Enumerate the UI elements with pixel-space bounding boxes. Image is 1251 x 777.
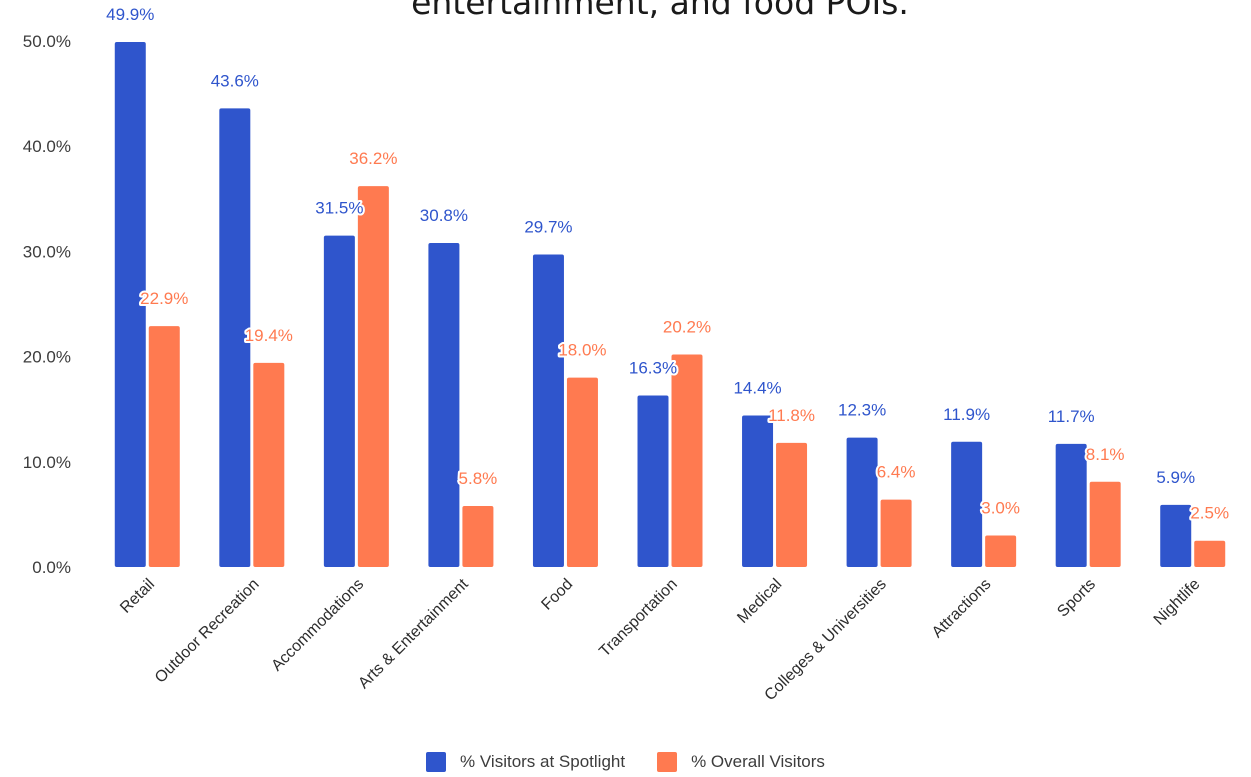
data-label-spotlight: 11.7% [1048,407,1095,426]
data-label-overall: 20.2% [663,317,711,336]
data-labels: 49.9% 22.9% 43.6% 19.4% 31.5% 36.2% 30.8% 5.8% 2… [104,3,1231,525]
bar-spotlight[interactable] [114,42,146,567]
data-label-overall: 22.9% [140,289,188,308]
bar-overall[interactable] [148,326,180,567]
x-tick-label: Attractions [929,576,994,641]
data-label-overall: 18.0% [558,341,606,360]
x-tick-label: Accommodations [268,576,367,675]
bar-overall[interactable] [1089,481,1121,567]
legend: % Visitors at Spotlight % Overall Visito… [0,752,1251,772]
bar-spotlight[interactable] [951,441,983,567]
bar-overall[interactable] [566,377,598,567]
y-tick-label: 20.0% [23,348,71,367]
data-label-overall: 3.0% [981,498,1020,517]
data-label-spotlight: 29.7% [524,218,572,237]
bar-overall[interactable] [880,499,912,567]
x-tick-label: Medical [734,576,785,627]
y-axis: 0.0% 10.0% 20.0% 30.0% 40.0% 50.0% [23,32,71,577]
legend-label-spotlight: % Visitors at Spotlight [460,752,626,771]
data-label-overall: 19.4% [245,326,293,345]
y-tick-label: 50.0% [23,32,71,51]
x-tick-label: Retail [117,576,158,617]
bar-spotlight[interactable] [428,242,460,567]
x-tick-label: Transportation [596,576,681,661]
legend-swatch-spotlight [426,752,447,772]
data-label-overall: 6.4% [877,463,916,482]
data-label-spotlight: 11.9% [943,405,990,424]
data-label-overall: 11.8% [768,406,815,425]
data-label-overall: 5.8% [459,469,498,488]
y-tick-label: 40.0% [23,137,71,156]
bar-overall[interactable] [671,354,703,567]
data-label-spotlight: 49.9% [106,5,154,24]
legend-label-overall: % Overall Visitors [691,752,825,771]
bar-overall[interactable] [357,186,389,567]
data-label-overall: 8.1% [1086,445,1125,464]
bar-spotlight[interactable] [1160,504,1192,567]
bars [114,42,1226,567]
bar-spotlight[interactable] [532,254,564,567]
data-label-spotlight: 16.3% [629,359,677,378]
bar-spotlight[interactable] [1055,443,1087,567]
bar-spotlight[interactable] [219,108,251,567]
bar-overall[interactable] [1194,540,1226,567]
x-tick-label: Sports [1054,576,1099,621]
x-tick-label: Outdoor Recreation [152,576,263,687]
legend-item-spotlight[interactable]: % Visitors at Spotlight [426,752,625,772]
y-tick-label: 10.0% [23,453,71,472]
bar-spotlight[interactable] [323,235,355,567]
bar-spotlight[interactable] [637,395,669,567]
x-tick-label: Arts & Entertainment [355,575,472,692]
bar-overall[interactable] [985,535,1017,567]
data-label-overall: 2.5% [1190,504,1229,523]
data-label-spotlight: 14.4% [733,379,781,398]
data-label-spotlight: 31.5% [315,199,363,218]
x-tick-label: Food [538,576,576,614]
y-tick-label: 30.0% [23,242,71,261]
data-label-overall: 36.2% [349,149,397,168]
data-label-spotlight: 43.6% [211,71,259,90]
data-label-spotlight: 12.3% [838,401,886,420]
data-label-spotlight: 5.9% [1156,468,1195,487]
chart-title: entertainment, and food POIs. [411,0,909,22]
bar-overall[interactable] [253,362,285,567]
bar-spotlight[interactable] [742,415,774,567]
x-tick-label: Colleges & Universities [762,576,890,704]
data-label-spotlight: 30.8% [420,206,468,225]
bar-overall[interactable] [462,505,494,567]
x-tick-label: Nightlife [1151,576,1204,629]
legend-swatch-overall [657,752,678,772]
legend-item-overall[interactable]: % Overall Visitors [657,752,825,772]
bar-overall[interactable] [776,442,808,567]
bar-spotlight[interactable] [846,437,878,567]
y-tick-label: 0.0% [32,558,71,577]
